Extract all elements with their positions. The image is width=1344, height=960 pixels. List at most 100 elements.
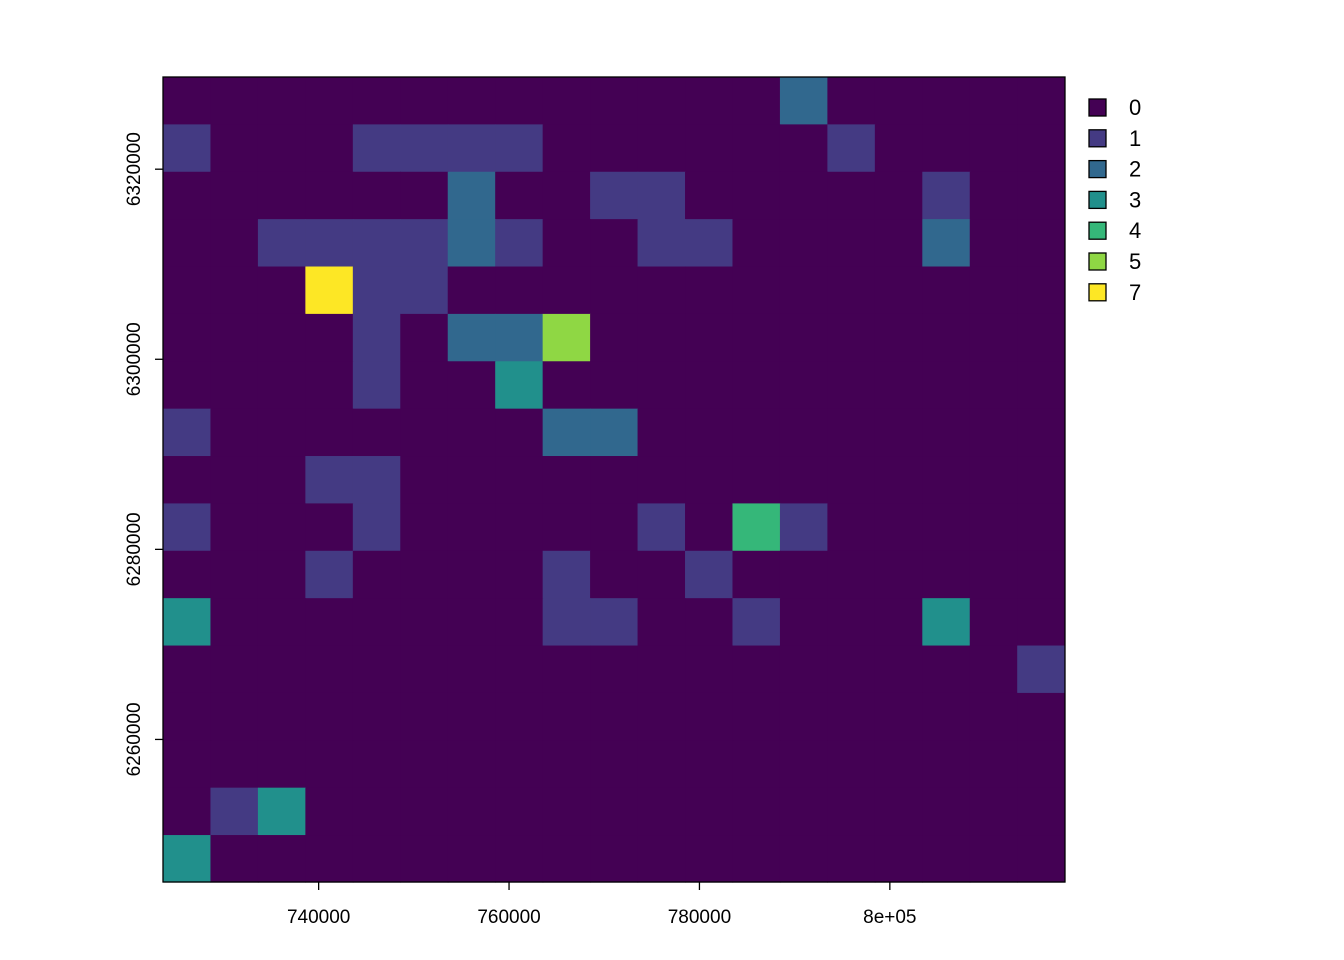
raster-cell xyxy=(352,645,401,694)
legend-swatch xyxy=(1088,252,1107,271)
y-axis: 6320000 6300000 6280000 6260000 xyxy=(124,132,163,776)
raster-cell xyxy=(400,456,449,504)
raster-cell xyxy=(1017,456,1066,504)
raster-cell xyxy=(305,361,354,410)
raster-cell xyxy=(447,598,496,647)
raster-cell xyxy=(685,77,734,125)
raster-cell xyxy=(685,219,734,268)
raster-cell xyxy=(210,550,259,599)
raster-cell xyxy=(779,171,828,220)
raster-cell xyxy=(400,219,449,268)
raster-cell xyxy=(732,313,781,362)
raster-cell xyxy=(1017,361,1066,410)
raster-cell xyxy=(542,503,591,552)
raster-cell xyxy=(210,361,259,410)
raster-cell xyxy=(542,313,591,362)
raster-cell xyxy=(779,692,828,741)
raster-cell xyxy=(210,408,259,457)
raster-cell xyxy=(685,171,734,220)
raster-cell xyxy=(257,692,306,741)
raster-cell xyxy=(305,645,354,694)
raster-cell xyxy=(163,124,212,173)
raster-cell xyxy=(637,456,686,504)
legend-label: 1 xyxy=(1129,126,1141,151)
raster-cell xyxy=(352,550,401,599)
raster-cell xyxy=(827,645,876,694)
raster-cell xyxy=(779,266,828,315)
raster-cell xyxy=(874,692,923,741)
raster-cell xyxy=(542,835,591,883)
raster-cell xyxy=(874,740,923,789)
raster-cell xyxy=(874,503,923,552)
raster-cell xyxy=(305,740,354,789)
raster-cell xyxy=(827,408,876,457)
raster-cell xyxy=(542,740,591,789)
raster-cell xyxy=(874,77,923,125)
raster-cell xyxy=(400,550,449,599)
raster-cell xyxy=(542,456,591,504)
raster-cell xyxy=(1017,550,1066,599)
raster-cell xyxy=(305,503,354,552)
raster-cell xyxy=(827,835,876,883)
raster-cell xyxy=(922,171,971,220)
raster-cell xyxy=(590,266,639,315)
raster-cell xyxy=(969,835,1018,883)
raster-cell xyxy=(305,313,354,362)
raster-cell xyxy=(969,171,1018,220)
x-axis: 740000 760000 780000 8e+05 xyxy=(287,882,917,928)
raster-cell xyxy=(874,550,923,599)
raster-cell xyxy=(685,835,734,883)
raster-cell xyxy=(305,787,354,836)
raster-cell xyxy=(352,219,401,268)
x-tick-label: 760000 xyxy=(477,907,540,928)
raster-cell xyxy=(1017,835,1066,883)
raster-cell xyxy=(210,219,259,268)
legend-swatch xyxy=(1088,221,1107,240)
raster-cell xyxy=(447,361,496,410)
raster-cell xyxy=(969,740,1018,789)
raster-cell xyxy=(922,692,971,741)
raster-cell xyxy=(637,740,686,789)
raster-cell xyxy=(257,219,306,268)
raster-cell xyxy=(732,171,781,220)
raster-cell xyxy=(874,835,923,883)
raster-cell xyxy=(827,740,876,789)
raster-cell xyxy=(305,124,354,173)
raster-cell xyxy=(542,692,591,741)
raster-cell xyxy=(542,266,591,315)
raster-cell xyxy=(495,77,544,125)
raster-cell xyxy=(969,645,1018,694)
raster-cell xyxy=(305,598,354,647)
raster-cell xyxy=(637,503,686,552)
raster-cell xyxy=(874,645,923,694)
raster-cell xyxy=(305,266,354,315)
raster-cell xyxy=(257,740,306,789)
raster-cell xyxy=(163,456,212,504)
raster-cell xyxy=(590,124,639,173)
raster-cell xyxy=(210,171,259,220)
raster-cell xyxy=(922,645,971,694)
x-tick-label: 8e+05 xyxy=(863,907,916,928)
raster-cell xyxy=(779,361,828,410)
raster-cell xyxy=(685,408,734,457)
raster-cell xyxy=(922,740,971,789)
raster-cell xyxy=(1017,266,1066,315)
raster-cell xyxy=(163,550,212,599)
raster-cell xyxy=(257,503,306,552)
raster-cell xyxy=(874,787,923,836)
raster-cell xyxy=(447,171,496,220)
raster-cell xyxy=(827,787,876,836)
raster-cell xyxy=(969,361,1018,410)
plot-frame xyxy=(162,76,1066,883)
raster-cell xyxy=(210,787,259,836)
legend-swatch xyxy=(1088,159,1107,179)
raster-cell xyxy=(352,503,401,552)
raster-cell xyxy=(685,361,734,410)
raster-cell xyxy=(969,408,1018,457)
raster-cell xyxy=(163,598,212,647)
raster-cell xyxy=(874,124,923,173)
raster-cell xyxy=(637,835,686,883)
raster-cell xyxy=(779,77,828,125)
raster-cell xyxy=(732,550,781,599)
